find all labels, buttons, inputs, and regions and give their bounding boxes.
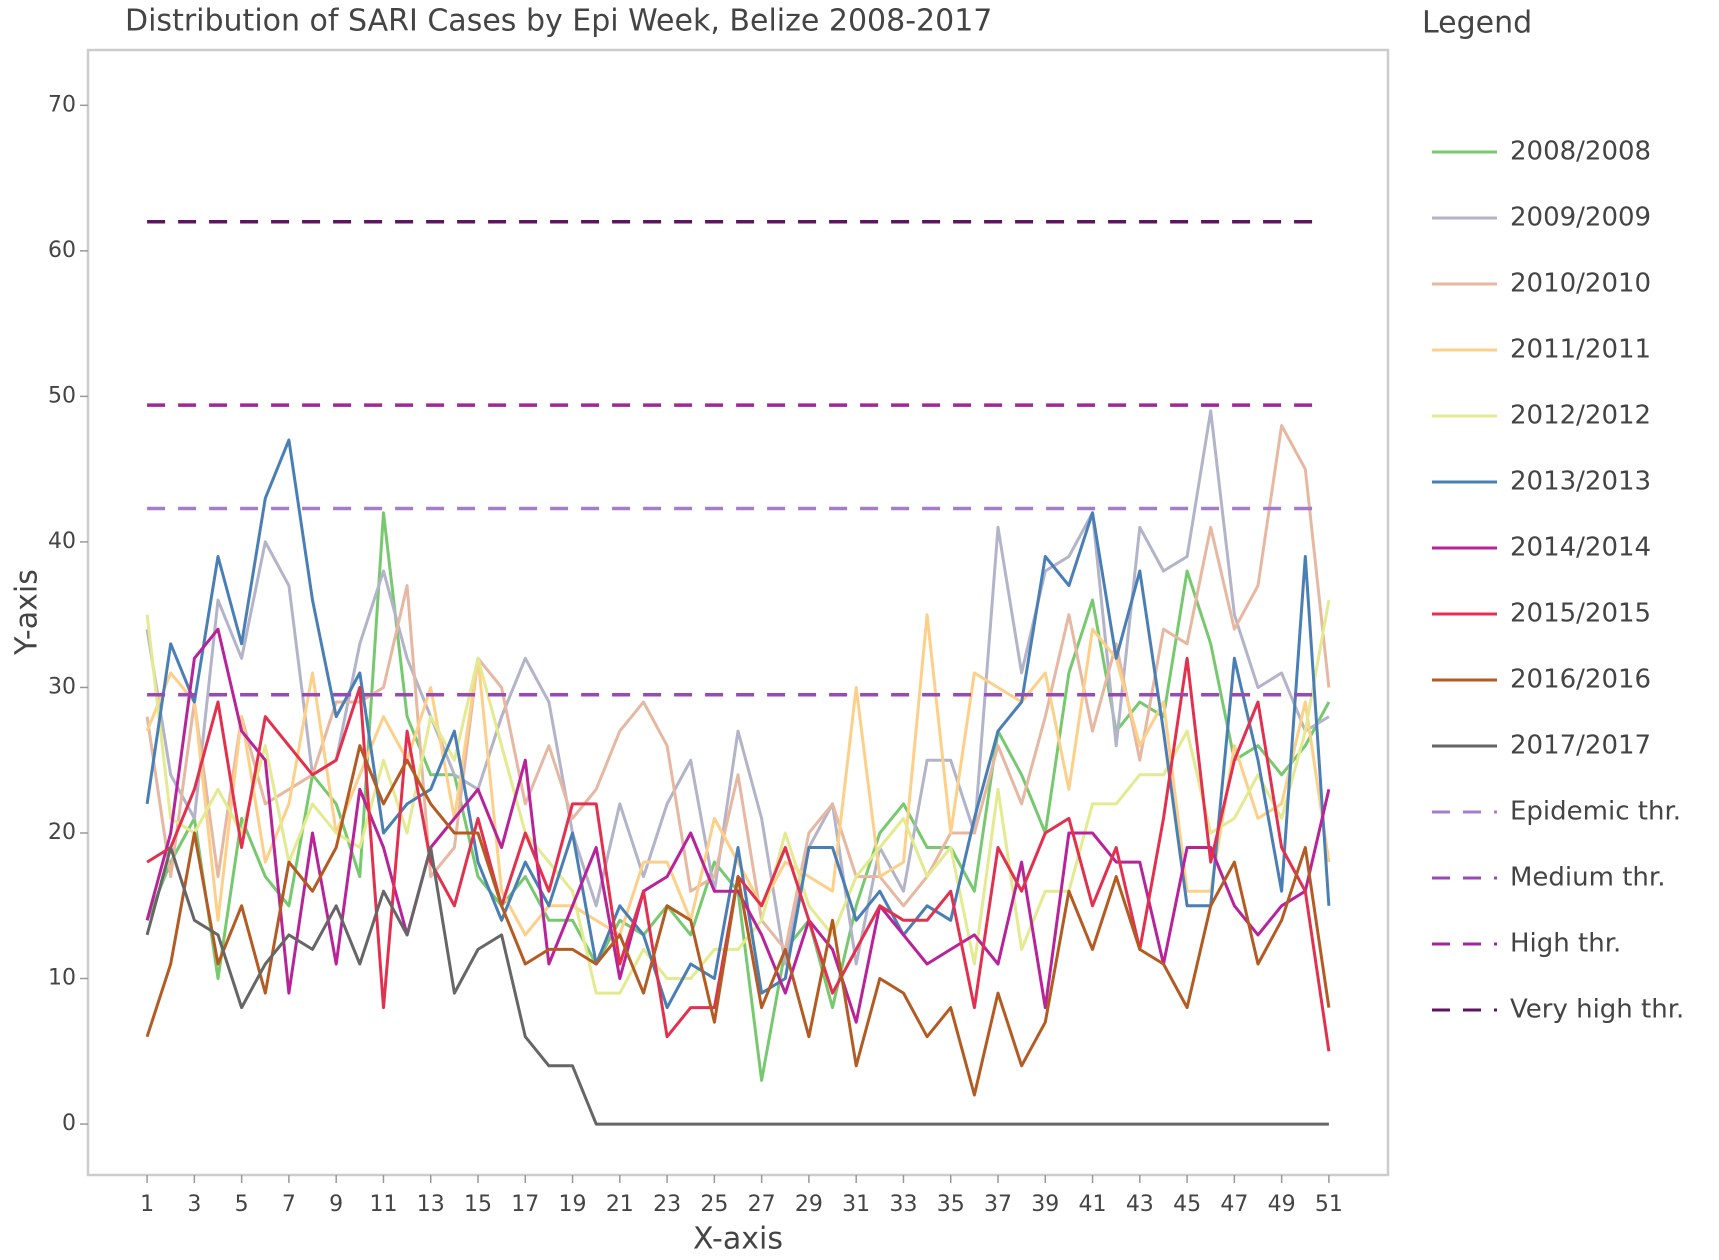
x-tick-label: 5 [235,1192,249,1217]
x-tick-label: 11 [369,1192,397,1217]
x-tick-label: 41 [1079,1192,1107,1217]
legend-label: 2016/2016 [1510,665,1651,695]
legend-label: 2009/2009 [1510,203,1651,233]
y-tick-label: 50 [48,383,76,408]
series-line [145,627,1331,1024]
y-tick-label: 0 [62,1111,76,1136]
x-tick-label: 17 [511,1192,539,1217]
x-tick-label: 29 [795,1192,823,1217]
x-tick-label: 23 [653,1192,681,1217]
legend-label: Epidemic thr. [1510,797,1681,827]
legend-label: 2014/2014 [1510,533,1651,563]
series-line [145,846,1329,1126]
x-tick-label: 15 [464,1192,492,1217]
y-tick-label: 30 [48,674,76,699]
x-tick-label: 3 [187,1192,201,1217]
legend-label: Very high thr. [1510,995,1684,1025]
plot-frame [86,48,1390,1177]
y-tick-label: 20 [48,820,76,845]
x-tick-label: 21 [606,1192,634,1217]
series-line [145,744,1331,1097]
x-tick-label: 47 [1220,1192,1248,1217]
x-tick-label: 45 [1173,1192,1201,1217]
x-tick-label: 7 [282,1192,296,1217]
series-line [145,438,1331,1010]
legend-label: High thr. [1510,929,1621,959]
x-tick-label: 25 [700,1192,728,1217]
legend-label: Medium thr. [1510,863,1665,893]
chart-title: Distribution of SARI Cases by Epi Week, … [125,4,992,39]
x-tick-label: 27 [748,1192,776,1217]
x-axis-label: X-axis [693,1222,783,1257]
x-tick-label: 19 [559,1192,587,1217]
legend-title: Legend [1422,6,1532,41]
y-tick-label: 10 [48,966,76,991]
x-tick-label: 1 [140,1192,154,1217]
y-tick-label: 40 [48,529,76,554]
x-tick-label: 51 [1315,1192,1343,1217]
legend-label: 2011/2011 [1510,335,1651,365]
x-tick-label: 9 [329,1192,343,1217]
legend-label: 2015/2015 [1510,599,1651,629]
legend-label: 2010/2010 [1510,269,1651,299]
x-tick-label: 49 [1268,1192,1296,1217]
x-tick-label: 33 [889,1192,917,1217]
x-tick-label: 31 [842,1192,870,1217]
x-tick-label: 39 [1031,1192,1059,1217]
y-tick-label: 60 [48,238,76,263]
series-line [145,599,1331,995]
legend-label: 2012/2012 [1510,401,1651,431]
legend-label: 2017/2017 [1510,731,1651,761]
y-tick-label: 70 [48,92,76,117]
legend-label: 2008/2008 [1510,137,1651,167]
legend-label: 2013/2013 [1510,467,1651,497]
x-tick-label: 35 [937,1192,965,1217]
y-axis-label: Y-axis [10,569,45,656]
x-tick-label: 43 [1126,1192,1154,1217]
x-tick-label: 13 [417,1192,445,1217]
x-tick-label: 37 [984,1192,1012,1217]
